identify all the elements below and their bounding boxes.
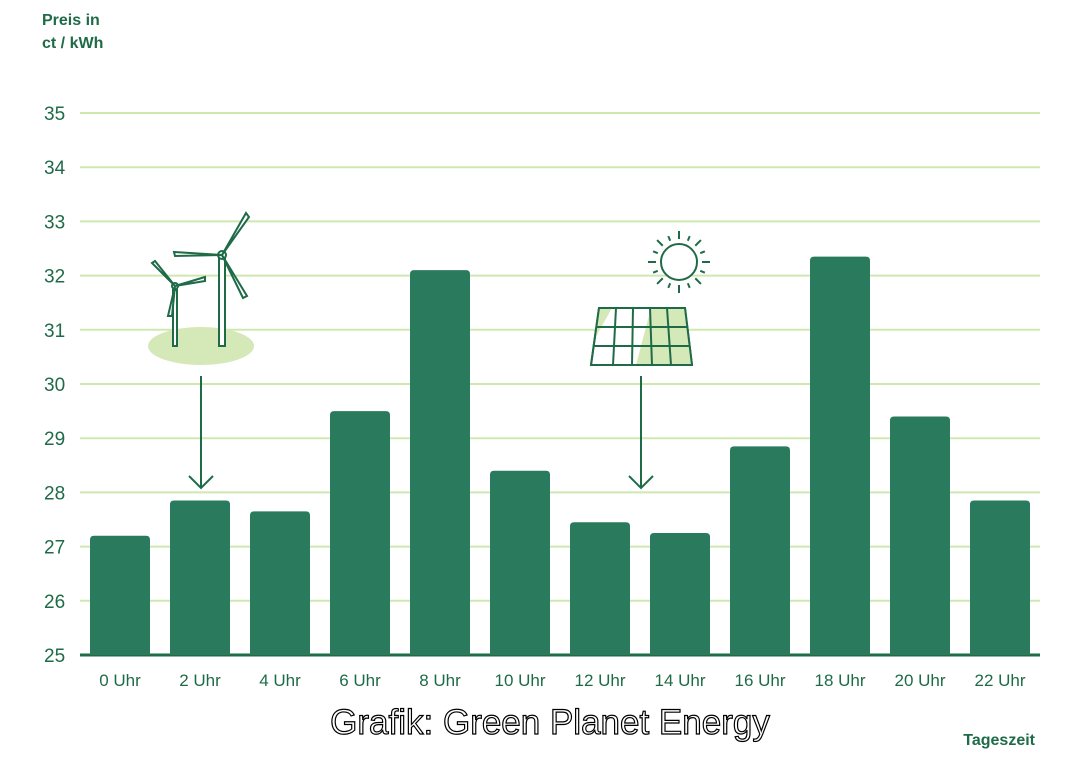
solar-panel-icon: [589, 231, 710, 490]
y-tick-label: 34: [44, 158, 66, 179]
x-tick-label: 2 Uhr: [179, 671, 221, 690]
y-tick-label: 31: [44, 321, 65, 342]
y-tick-label: 28: [44, 483, 65, 504]
bar-2-uhr: [170, 500, 230, 655]
wind-turbine-icon: [148, 211, 254, 490]
bar-22-uhr: [970, 500, 1030, 655]
y-tick-label: 27: [44, 538, 65, 559]
bar-14-uhr: [650, 533, 710, 655]
y-axis-title-line2: ct / kWh: [42, 35, 104, 52]
bar-16-uhr: [730, 446, 790, 655]
bar-10-uhr: [490, 470, 550, 655]
y-tick-label: 33: [44, 212, 65, 233]
bar-4-uhr: [250, 511, 310, 655]
y-tick-label: 30: [44, 375, 65, 396]
x-tick-label: 20 Uhr: [894, 671, 945, 690]
x-tick-label: 4 Uhr: [259, 671, 301, 690]
x-tick-label: 16 Uhr: [734, 671, 785, 690]
x-tick-label: 14 Uhr: [654, 671, 705, 690]
watermark: Grafik: Green Planet Energy: [330, 702, 771, 742]
bar-6-uhr: [330, 411, 390, 655]
y-tick-label: 26: [44, 592, 65, 613]
bar-0-uhr: [90, 535, 150, 655]
x-tick-label: 6 Uhr: [339, 671, 381, 690]
bar-12-uhr: [570, 522, 630, 655]
bar-18-uhr: [810, 256, 870, 655]
y-tick-label: 25: [44, 646, 65, 667]
x-tick-label: 0 Uhr: [99, 671, 141, 690]
x-tick-label: 12 Uhr: [574, 671, 625, 690]
y-tick-label: 29: [44, 429, 65, 450]
x-tick-label: 8 Uhr: [419, 671, 461, 690]
bar-20-uhr: [890, 416, 950, 655]
bar-8-uhr: [410, 270, 470, 655]
x-tick-label: 18 Uhr: [814, 671, 865, 690]
y-tick-label: 35: [44, 104, 65, 125]
x-tick-label: 22 Uhr: [974, 671, 1025, 690]
y-axis-title-line1: Preis in: [42, 12, 100, 29]
x-axis-title: Tageszeit: [963, 732, 1035, 749]
y-tick-label: 32: [44, 267, 65, 288]
x-tick-label: 10 Uhr: [494, 671, 545, 690]
y-axis-title: Preis in ct / kWh: [42, 9, 103, 55]
